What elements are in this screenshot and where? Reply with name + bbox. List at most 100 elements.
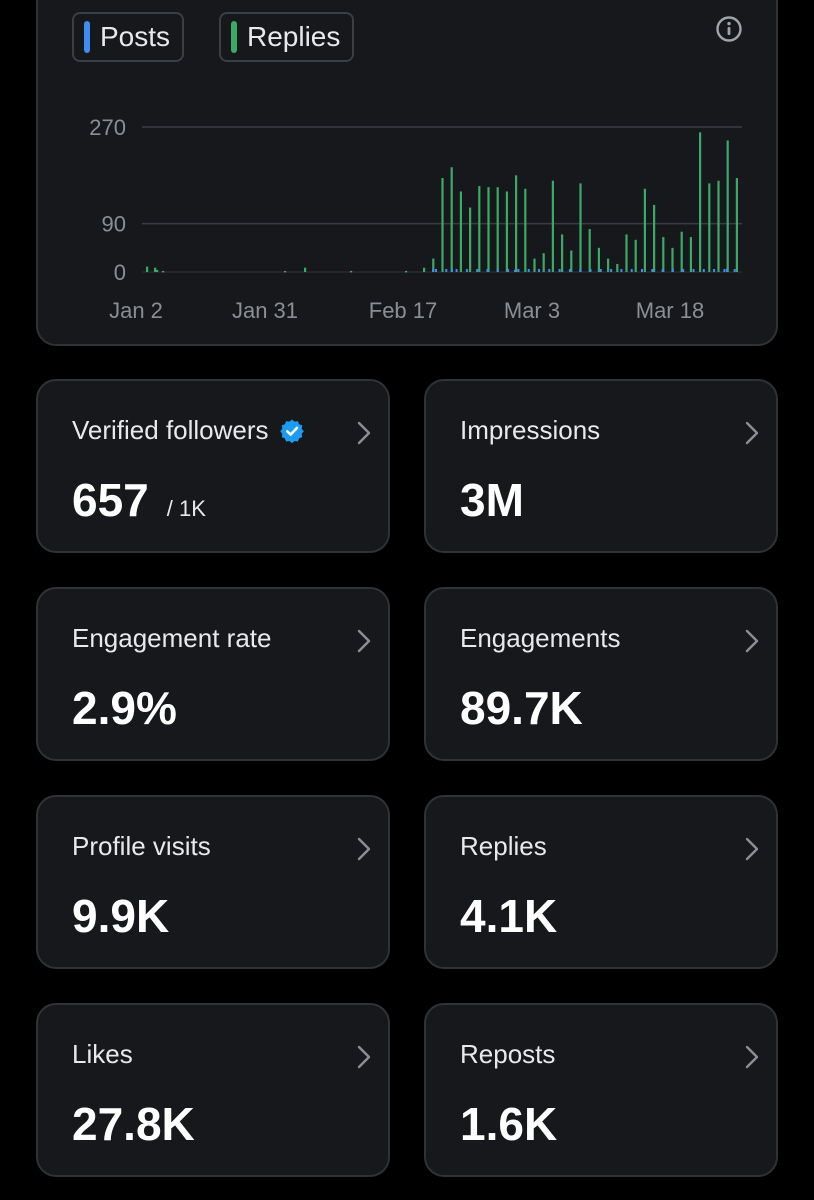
stat-card-verified-followers[interactable]: Verified followers 657 / 1K — [36, 379, 390, 553]
stat-label: Likes — [72, 1039, 133, 1069]
stat-value: 3M — [460, 474, 524, 526]
posts-bar — [682, 269, 685, 272]
posts-bar — [514, 269, 516, 272]
replies-bar — [146, 266, 149, 272]
stat-value-text: 657 — [72, 474, 149, 526]
posts-bar — [651, 269, 654, 272]
replies-bar — [671, 247, 674, 272]
posts-bar — [517, 269, 520, 272]
legend-posts-toggle[interactable]: Posts — [72, 12, 185, 62]
replies-bar — [717, 180, 720, 272]
posts-bar — [723, 269, 726, 272]
stat-label: Replies — [460, 831, 547, 861]
stat-label-text: Verified followers — [72, 415, 269, 445]
replies-bar — [653, 204, 656, 272]
posts-bar — [661, 269, 664, 272]
analytics-chart-card: Posts Replies 0 90 270 Jan 2 Jan 31 Feb 17 Mar… — [36, 0, 778, 346]
posts-bar — [527, 269, 530, 272]
replies-bar — [643, 188, 646, 272]
replies-bar — [607, 258, 610, 272]
replies-bar — [680, 231, 683, 272]
replies-bar — [304, 267, 307, 272]
legend-posts-label: Posts — [100, 21, 171, 52]
info-icon[interactable] — [714, 14, 744, 44]
stat-card-engagement-rate[interactable]: Engagement rate 2.9% — [36, 587, 390, 761]
replies-bar — [162, 270, 165, 273]
stat-value: 657 / 1K — [72, 473, 206, 527]
posts-bar — [548, 269, 551, 272]
replies-bar — [496, 187, 499, 272]
posts-bar — [579, 269, 582, 272]
replies-bar — [423, 267, 426, 272]
posts-bar — [713, 269, 716, 272]
replies-bar — [450, 167, 453, 272]
posts-bar — [432, 269, 434, 272]
replies-bar — [154, 267, 157, 272]
replies-bar — [708, 183, 711, 272]
chevron-right-icon — [357, 837, 371, 861]
stat-card-profile-visits[interactable]: Profile visits 9.9K — [36, 795, 390, 969]
posts-bar — [589, 269, 592, 272]
chevron-right-icon — [357, 629, 371, 653]
stat-label: Verified followers — [72, 415, 305, 446]
stat-card-engagements[interactable]: Engagements 89.7K — [424, 587, 778, 761]
chevron-right-icon — [745, 837, 759, 861]
posts-bar — [610, 269, 613, 272]
stat-card-reposts[interactable]: Reposts 1.6K — [424, 1003, 778, 1177]
replies-bar — [441, 178, 444, 272]
posts-bar — [641, 269, 643, 272]
stat-label: Engagements — [460, 623, 621, 653]
x-tick-label: Mar 18 — [636, 298, 704, 323]
replies-bar — [579, 183, 582, 272]
replies-bar — [616, 263, 619, 272]
posts-bar — [558, 269, 561, 272]
stat-label: Impressions — [460, 415, 601, 445]
stat-card-likes[interactable]: Likes 27.8K — [36, 1003, 390, 1177]
replies-bar — [735, 178, 738, 272]
replies-bar — [625, 234, 628, 272]
posts-bar — [451, 268, 453, 272]
replies-bar — [689, 237, 692, 272]
y-tick-label: 0 — [114, 260, 126, 285]
posts-bar — [465, 269, 468, 272]
stat-value: 2.9% — [72, 682, 177, 734]
x-tick-label: Mar 3 — [504, 298, 560, 323]
posts-bar — [507, 269, 510, 272]
replies-bar — [551, 180, 554, 272]
posts-bar — [435, 269, 437, 272]
stat-label: Engagement rate — [72, 623, 272, 653]
replies-bar — [533, 258, 536, 272]
posts-bar — [486, 269, 489, 272]
chevron-right-icon — [745, 629, 759, 653]
x-tick-label: Jan 31 — [232, 298, 298, 323]
replies-bar — [524, 188, 527, 272]
replies-bar — [405, 270, 408, 273]
verified-badge-icon — [279, 419, 304, 443]
replies-bar — [478, 186, 481, 272]
posts-bar — [455, 269, 458, 272]
legend-replies-toggle[interactable]: Replies — [219, 12, 355, 62]
legend-replies-label: Replies — [247, 21, 341, 52]
posts-bar — [568, 269, 571, 272]
stat-card-replies[interactable]: Replies 4.1K — [424, 795, 778, 969]
posts-bar — [630, 269, 633, 272]
replies-bar — [515, 175, 518, 272]
replies-bar — [570, 250, 573, 272]
x-tick-label: Jan 2 — [109, 298, 163, 323]
replies-bar — [597, 247, 600, 272]
posts-color-swatch — [84, 21, 90, 53]
replies-bar — [156, 269, 159, 272]
stat-label: Profile visits — [72, 831, 211, 861]
replies-bar — [662, 237, 665, 272]
stat-value-goal: / 1K — [166, 496, 206, 521]
replies-bar — [726, 140, 729, 272]
replies-bar — [588, 229, 591, 272]
posts-bar — [476, 269, 479, 272]
chevron-right-icon — [745, 421, 759, 445]
posts-bar — [445, 269, 448, 272]
y-tick-label: 90 — [102, 212, 126, 237]
replies-color-swatch — [231, 21, 237, 53]
stat-card-impressions[interactable]: Impressions 3M — [424, 379, 778, 553]
chevron-right-icon — [745, 1045, 759, 1069]
replies-bar — [699, 132, 702, 272]
